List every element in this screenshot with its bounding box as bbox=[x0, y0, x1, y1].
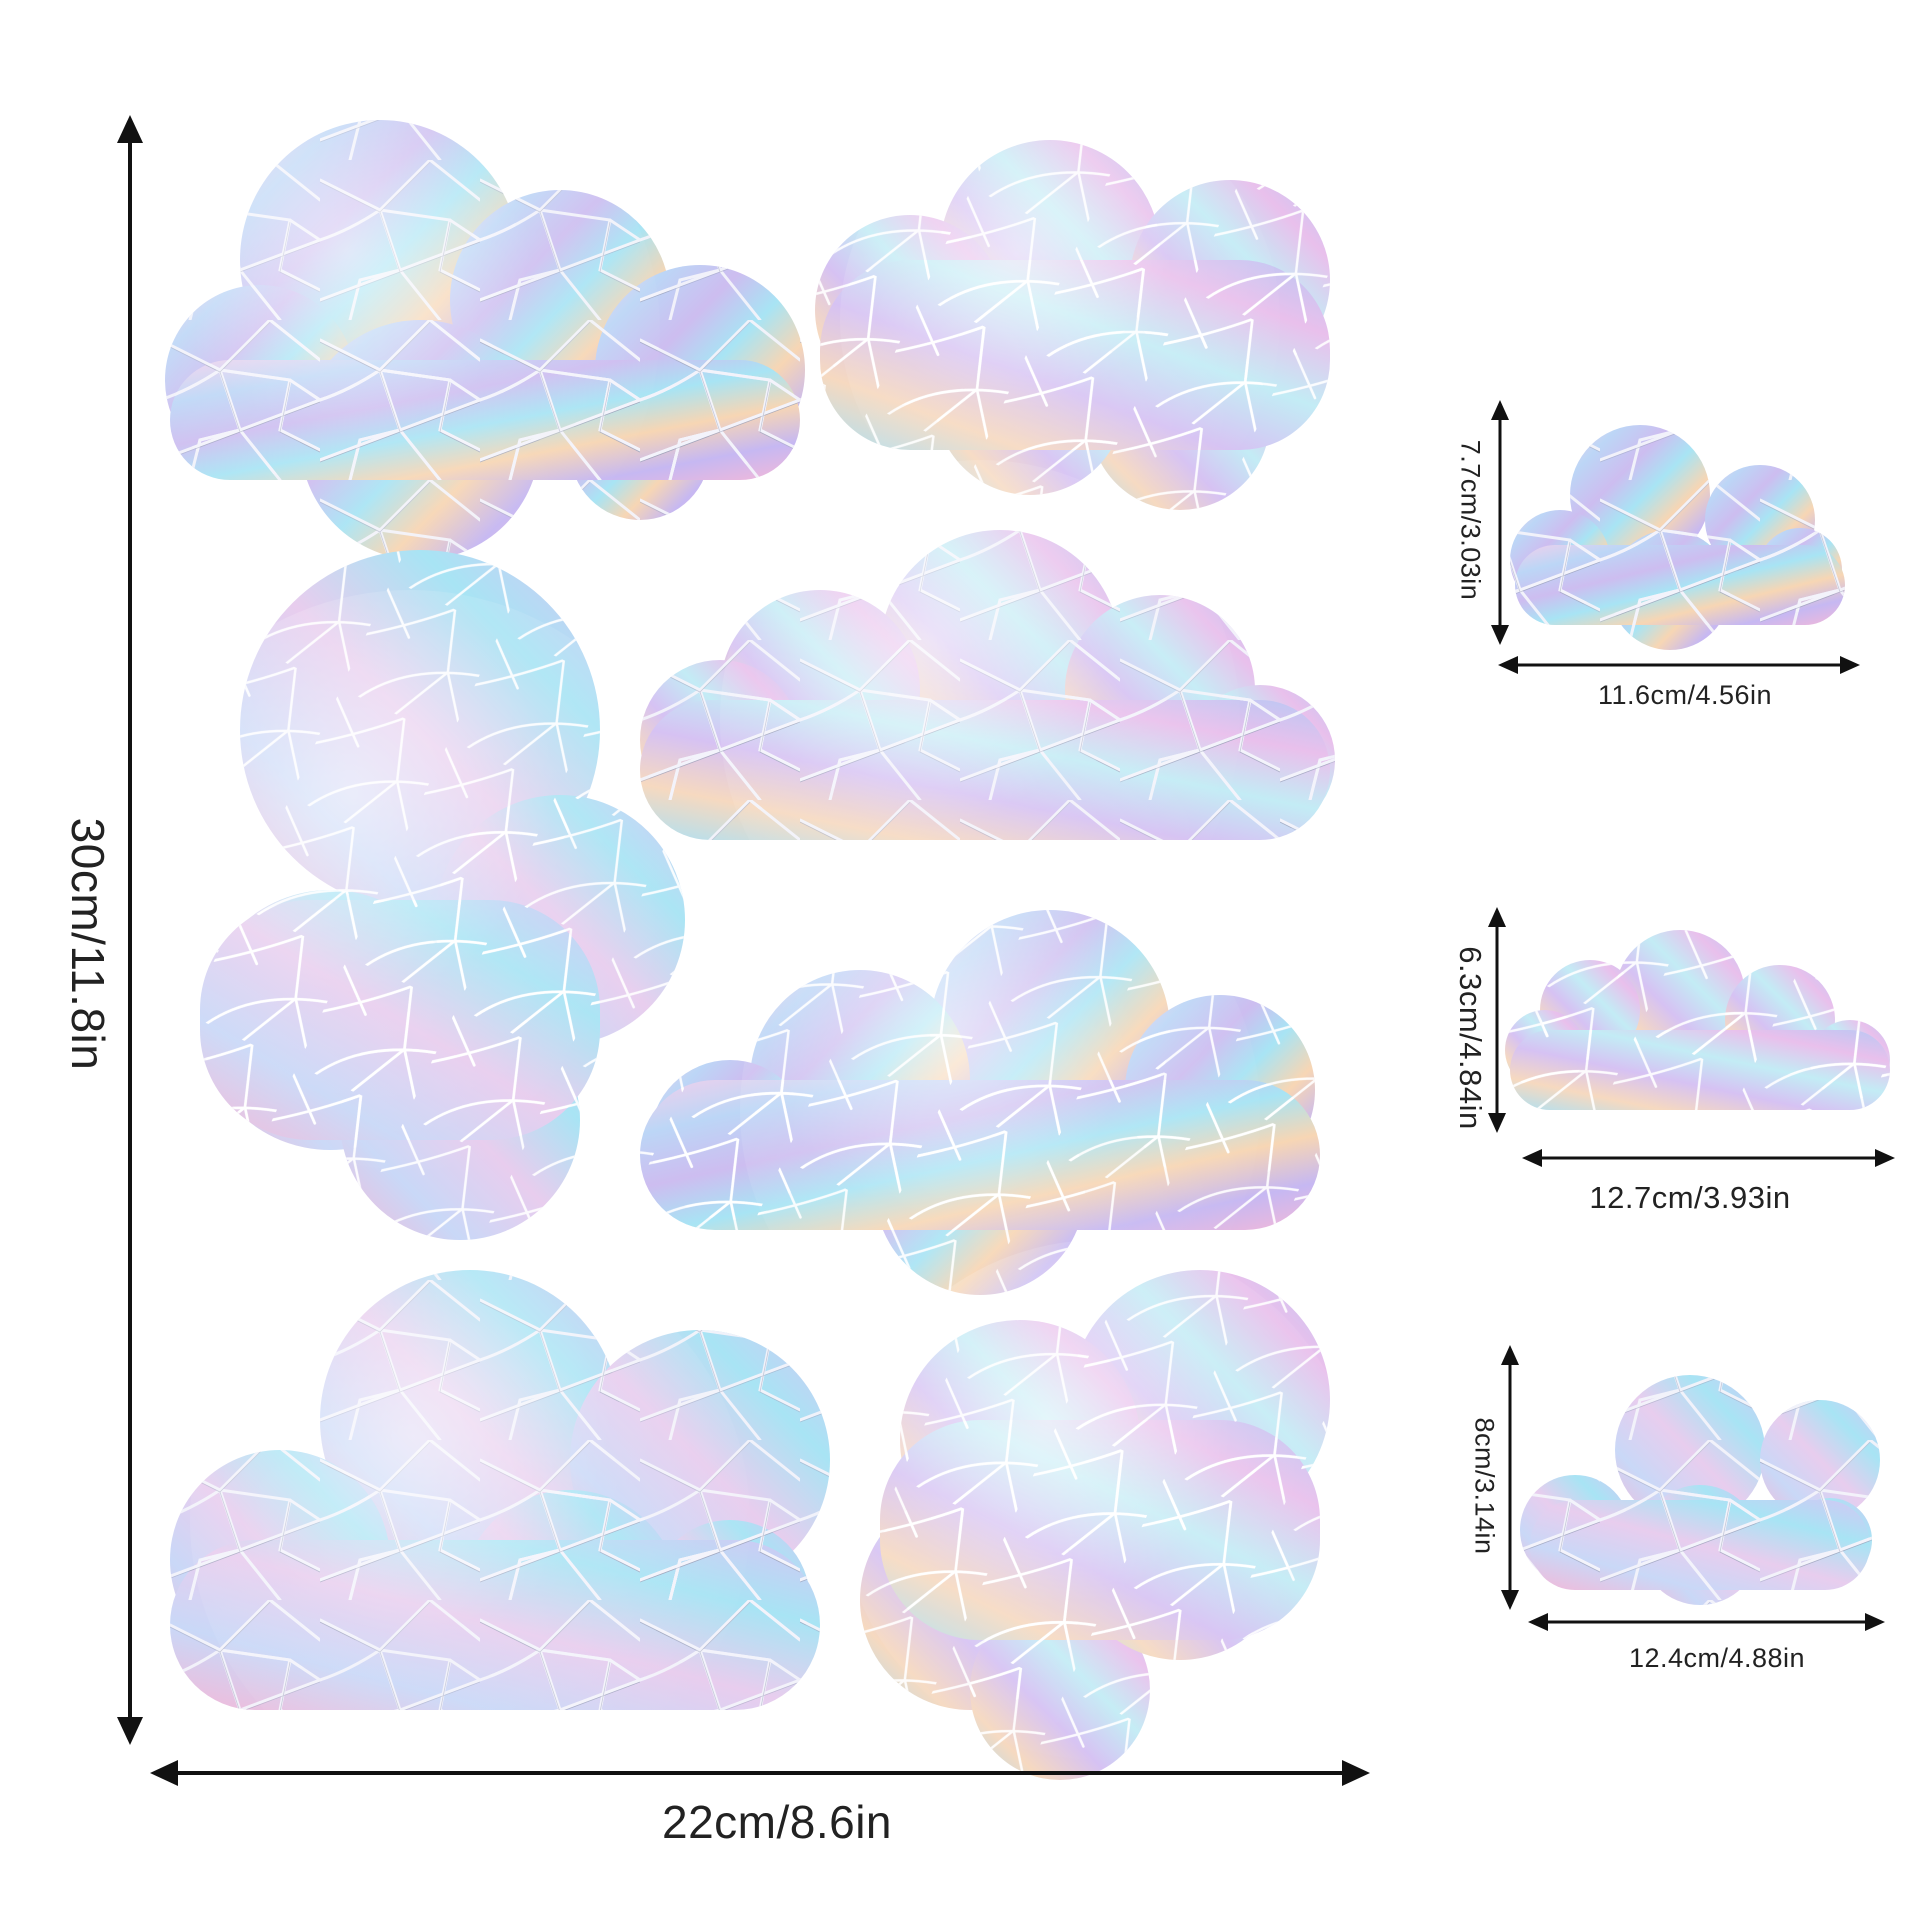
cloud-sticker bbox=[120, 550, 700, 1240]
cloud-sticker-small bbox=[1520, 1375, 1880, 1605]
cloud-sticker-small bbox=[1510, 425, 1845, 650]
small3-width-label: 12.4cm/4.88in bbox=[1628, 1643, 1806, 1673]
cloud-sticker bbox=[640, 460, 1335, 980]
cloud-sticker bbox=[640, 850, 1320, 1370]
small1-width-label: 11.6cm/4.56in bbox=[1597, 680, 1773, 710]
main-height-label: 30cm/11.8in bbox=[62, 817, 114, 1071]
small2-width-label: 12.7cm/3.93in bbox=[1589, 1180, 1791, 1215]
cloud-sticker bbox=[840, 1240, 1360, 1780]
cloud-sticker bbox=[140, 70, 805, 590]
main-width-label: 22cm/8.6in bbox=[661, 1796, 893, 1848]
small2-height-label: 6.3cm/4.84in bbox=[1453, 946, 1488, 1130]
small3-height-label: 8cm/3.14in bbox=[1469, 1417, 1500, 1555]
cloud-sticker-small bbox=[1505, 930, 1890, 1110]
cloud-sticker bbox=[170, 1240, 830, 1800]
small1-height-label: 7.7cm/3.03in bbox=[1455, 439, 1486, 601]
cloud-sticker bbox=[815, 100, 1330, 540]
dimension-arrows bbox=[117, 115, 1895, 1786]
